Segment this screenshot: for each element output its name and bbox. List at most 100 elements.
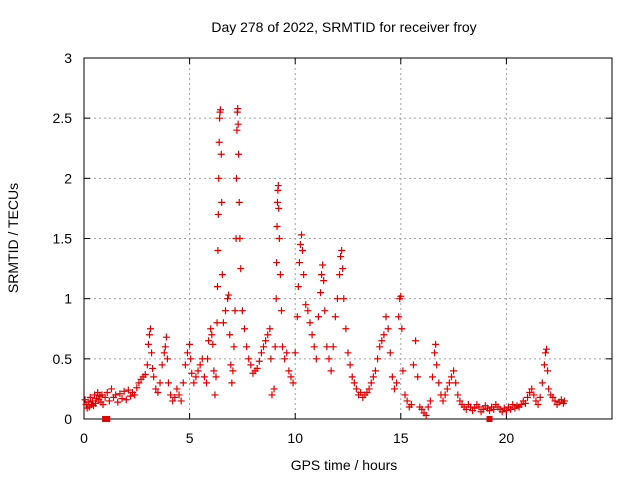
data-point — [215, 174, 223, 182]
data-point — [376, 343, 384, 351]
data-point — [94, 389, 102, 397]
data-point — [219, 319, 227, 327]
data-point — [549, 393, 557, 401]
data-point — [393, 379, 401, 387]
data-point — [302, 301, 310, 309]
y-tick-label: 2 — [64, 170, 72, 186]
data-point — [339, 265, 347, 273]
data-point — [336, 271, 344, 279]
data-point — [304, 307, 312, 315]
data-point — [346, 361, 354, 369]
data-point — [337, 253, 345, 261]
data-point — [276, 271, 284, 279]
data-point — [243, 343, 251, 351]
data-point — [214, 247, 222, 255]
data-point — [409, 361, 417, 369]
data-point — [507, 405, 515, 413]
data-point — [329, 343, 337, 351]
x-axis-label: GPS time / hours — [291, 457, 398, 473]
data-point — [279, 343, 287, 351]
axis-ticks — [83, 57, 612, 420]
x-tick-label: 0 — [80, 430, 88, 446]
data-point — [112, 391, 120, 399]
data-point — [287, 373, 295, 381]
data-point — [211, 391, 219, 399]
x-tick-label: 10 — [287, 430, 303, 446]
data-point — [231, 307, 239, 315]
data-point — [158, 361, 166, 369]
data-point — [260, 343, 268, 351]
chart-title: Day 278 of 2022, SRMTID for receiver fro… — [211, 19, 476, 35]
data-point — [262, 337, 270, 345]
data-point — [213, 283, 221, 291]
data-point — [207, 325, 215, 333]
data-point — [164, 379, 172, 387]
data-point — [534, 401, 542, 409]
data-point — [333, 295, 341, 303]
data-point — [509, 401, 517, 409]
data-point — [289, 379, 297, 387]
y-tick-label: 1.5 — [53, 231, 73, 247]
data-point — [338, 247, 346, 255]
data-point — [273, 198, 281, 206]
data-point — [266, 325, 274, 333]
data-point — [107, 385, 115, 393]
data-point — [540, 361, 548, 369]
data-point — [395, 313, 403, 321]
data-point — [407, 401, 415, 409]
x-tick-label: 15 — [393, 430, 409, 446]
data-point — [208, 331, 216, 339]
data-point — [403, 397, 411, 405]
data-point — [167, 391, 175, 399]
data-point — [92, 399, 100, 407]
data-point — [323, 343, 331, 351]
data-point — [103, 389, 111, 397]
data-point — [105, 397, 113, 405]
data-point — [187, 355, 195, 363]
data-point — [296, 241, 304, 249]
data-point — [378, 337, 386, 345]
data-point — [224, 295, 232, 303]
data-point — [502, 407, 510, 415]
y-tick-label: 0 — [64, 411, 72, 427]
data-point — [320, 277, 328, 285]
data-point — [414, 373, 422, 381]
data-point — [331, 313, 339, 321]
data-point — [388, 373, 396, 381]
data-point — [367, 379, 375, 387]
data-point — [216, 106, 224, 114]
data-point — [234, 120, 242, 128]
data-point — [131, 391, 139, 399]
data-point — [371, 367, 379, 375]
data-point — [162, 333, 170, 341]
data-point — [317, 289, 325, 297]
data-point — [264, 331, 272, 339]
data-point — [443, 385, 451, 393]
data-point — [204, 355, 212, 363]
data-point — [452, 379, 460, 387]
data-point — [365, 385, 373, 393]
data-point — [283, 349, 291, 357]
data-point — [374, 355, 382, 363]
data-point — [233, 126, 241, 134]
data-point — [213, 319, 221, 327]
data-point — [179, 379, 187, 387]
data-point — [147, 325, 155, 333]
data-point — [175, 391, 183, 399]
data-point — [144, 340, 152, 348]
data-point — [321, 307, 329, 315]
data-point — [299, 247, 307, 255]
data-point — [209, 340, 217, 348]
data-point — [217, 150, 225, 158]
data-point — [232, 174, 240, 182]
data-point — [536, 393, 544, 401]
data-point — [397, 292, 405, 300]
data-point — [431, 349, 439, 357]
data-point — [524, 393, 532, 401]
data-point — [545, 385, 553, 393]
data-point — [543, 345, 551, 353]
data-point — [163, 355, 171, 363]
data-point — [348, 373, 356, 381]
data-point — [154, 389, 162, 397]
